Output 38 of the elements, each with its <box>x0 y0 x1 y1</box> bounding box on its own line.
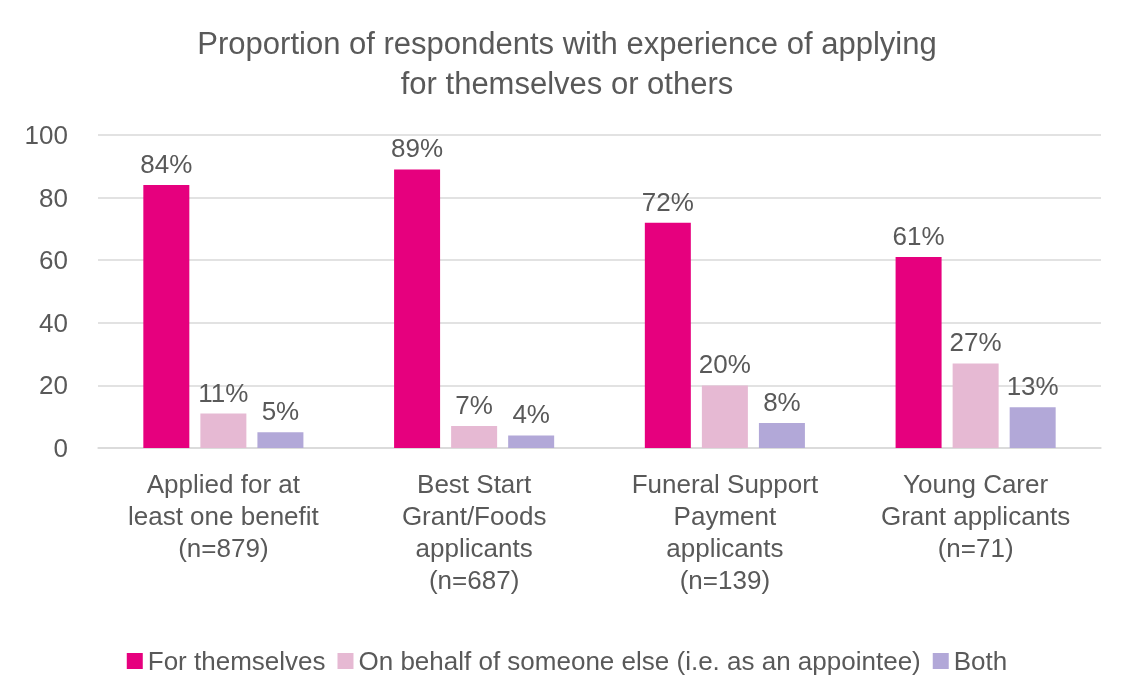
data-label: 7% <box>455 390 493 421</box>
bar <box>143 185 190 448</box>
data-label: 11% <box>198 377 249 408</box>
bar <box>644 222 691 448</box>
data-label: 20% <box>698 349 751 380</box>
data-label: 4% <box>512 399 550 430</box>
data-label: 61% <box>892 221 945 252</box>
bar <box>758 422 805 448</box>
data-label: 72% <box>641 186 694 217</box>
bar <box>1009 407 1056 448</box>
bar <box>952 363 999 448</box>
x-tick-label: Applied for at least one benefit (n=879) <box>127 469 320 563</box>
bar <box>451 426 498 448</box>
legend-label: For themselves <box>147 646 326 676</box>
bar <box>394 169 441 448</box>
data-label: 89% <box>391 133 444 164</box>
bar <box>200 413 247 448</box>
legend-label: On behalf of someone else (i.e. as an appointee) <box>358 646 921 676</box>
bar <box>701 385 748 448</box>
data-label: 84% <box>140 149 193 180</box>
legend-label: Both <box>953 646 1008 676</box>
x-tick-label: Funeral Support Payment applicants (n=139) <box>631 469 819 595</box>
y-tick-label: 60 <box>39 245 68 276</box>
data-label: 13% <box>1006 371 1059 402</box>
data-label: 5% <box>261 396 300 427</box>
y-tick-label: 0 <box>53 433 68 463</box>
bar <box>508 435 555 448</box>
chart-title: Proportion of respondents with experience of applying for themselves or others <box>197 25 937 101</box>
x-tick-label: Young Carer Grant applicants (n=71) <box>880 469 1071 563</box>
y-tick-label: 100 <box>24 120 68 150</box>
bar <box>257 432 304 448</box>
bar <box>895 257 942 448</box>
data-label: 27% <box>949 327 1002 358</box>
data-label: 8% <box>763 386 801 417</box>
y-tick-label: 40 <box>39 307 68 338</box>
y-tick-label: 80 <box>39 182 68 213</box>
y-tick-label: 20 <box>39 370 68 401</box>
x-tick-label: Best Start Grant/Foods applicants (n=687) <box>401 469 547 595</box>
